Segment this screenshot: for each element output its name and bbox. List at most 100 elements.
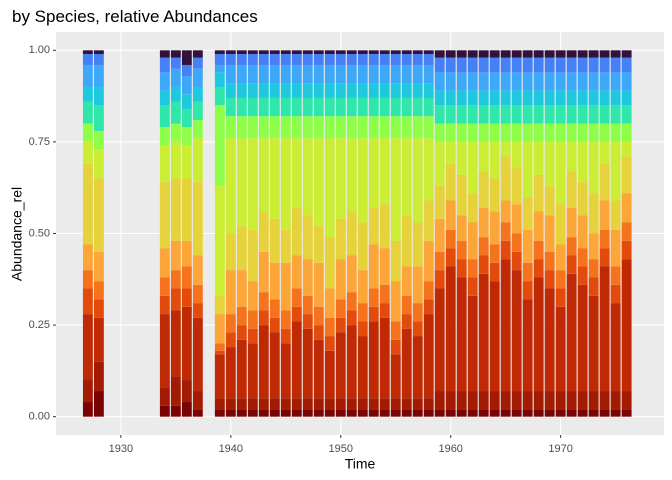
bar-segment — [324, 398, 335, 410]
bar-segment — [247, 409, 258, 417]
bar-segment — [291, 64, 302, 84]
bar-segment — [511, 251, 522, 271]
bar-segment — [401, 116, 412, 139]
bar-segment — [390, 398, 401, 410]
bar-segment — [236, 398, 247, 410]
bar-segment — [544, 391, 555, 410]
bar-segment — [291, 97, 302, 117]
bar-segment — [258, 398, 269, 410]
bar-segment — [423, 281, 434, 300]
bar-segment — [291, 288, 302, 307]
bar-segment — [412, 222, 423, 267]
bar-segment — [621, 90, 632, 106]
bar-segment — [401, 53, 412, 65]
bar-segment — [192, 138, 203, 183]
bar-segment — [291, 306, 302, 322]
bar-segment — [588, 123, 599, 142]
bar-segment — [445, 391, 456, 410]
bar-segment — [225, 83, 236, 98]
bar-segment — [434, 409, 445, 417]
bar-segment — [269, 97, 280, 117]
bar-segment — [401, 398, 412, 410]
bar-segment — [313, 226, 324, 263]
bar-segment — [533, 72, 544, 91]
bar-segment — [566, 237, 577, 256]
bar-segment — [335, 409, 346, 417]
bar-segment — [335, 299, 346, 318]
bar-segment — [423, 299, 434, 315]
bar-segment — [159, 127, 170, 146]
bar-segment — [379, 317, 390, 399]
bar-segment — [82, 101, 93, 124]
bar-segment — [357, 303, 368, 322]
bar-segment — [236, 226, 247, 271]
bar-segment — [159, 405, 170, 417]
bar-segment — [236, 409, 247, 417]
bar-segment — [82, 163, 93, 245]
bar-segment — [368, 244, 379, 289]
bar-segment — [500, 105, 511, 124]
bar-segment — [478, 207, 489, 238]
bar-segment — [555, 306, 566, 392]
bar-segment — [467, 295, 478, 392]
bar-segment — [181, 145, 192, 179]
bar-segment — [434, 123, 445, 142]
bar-segment — [555, 105, 566, 124]
bar-segment — [478, 141, 489, 172]
bar-segment — [159, 90, 170, 106]
bar-segment — [412, 321, 423, 337]
bar-segment — [181, 178, 192, 241]
bar-segment — [544, 409, 555, 417]
bar-segment — [93, 391, 104, 417]
bar-segment — [577, 182, 588, 216]
bar-segment — [93, 64, 104, 87]
bar-segment — [82, 123, 93, 142]
bar-segment — [214, 398, 225, 410]
bar-segment — [170, 68, 181, 87]
bar-segment — [533, 50, 544, 58]
bar-segment — [159, 182, 170, 249]
bar-segment — [599, 391, 610, 410]
bar-segment — [390, 64, 401, 84]
bar-segment — [489, 281, 500, 392]
bar-segment — [588, 90, 599, 106]
bar-segment — [258, 83, 269, 98]
bar-segment — [544, 72, 555, 91]
bar-segment — [599, 266, 610, 392]
bar-segment — [170, 57, 181, 69]
bar-segment — [225, 409, 236, 417]
bar-segment — [346, 116, 357, 139]
bar-segment — [467, 193, 478, 223]
bar-segment — [335, 116, 346, 139]
bar-segment — [357, 270, 368, 304]
bar-segment — [93, 105, 104, 131]
bar-segment — [456, 240, 467, 260]
bar-segment — [357, 83, 368, 98]
bar-segment — [170, 86, 181, 102]
bar-segment — [566, 207, 577, 238]
bar-segment — [236, 53, 247, 65]
bar-segment — [478, 72, 489, 91]
bar-segment — [269, 50, 280, 54]
bar-segment — [544, 90, 555, 106]
bar-segment — [555, 123, 566, 142]
bar-segment — [357, 97, 368, 117]
bar-segment — [357, 398, 368, 410]
bar-segment — [357, 53, 368, 65]
bar-segment — [401, 328, 412, 399]
bar-segment — [533, 123, 544, 142]
bar-segment — [412, 53, 423, 65]
bar-segment — [467, 259, 478, 278]
bar-segment — [280, 64, 291, 84]
bar-segment — [533, 90, 544, 106]
bar-segment — [368, 64, 379, 84]
bar-segment — [269, 409, 280, 417]
bar-segment — [258, 211, 269, 252]
bar-segment — [621, 57, 632, 73]
bar-segment — [170, 178, 181, 241]
bar-segment — [423, 64, 434, 84]
bar-segment — [181, 266, 192, 289]
bar-segment — [412, 50, 423, 54]
bar-segment — [511, 123, 522, 142]
bar-segment — [555, 141, 566, 205]
